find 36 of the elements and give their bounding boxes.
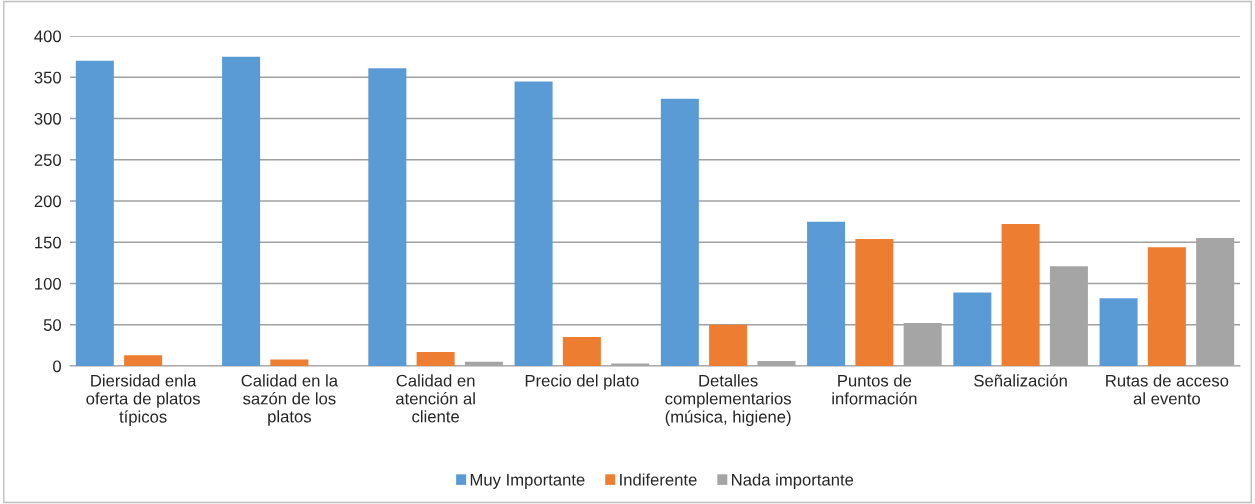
bar — [1001, 224, 1040, 366]
legend-label: Nada importante — [732, 473, 854, 489]
bar — [222, 56, 261, 366]
x-tick-label: Calidad en la sazón de los platos — [241, 374, 339, 426]
bar — [953, 292, 992, 366]
bar — [270, 359, 309, 366]
bar — [416, 351, 455, 366]
bar — [807, 221, 846, 366]
bar — [368, 68, 407, 366]
x-tick-label: Rutas de acceso al evento — [1106, 374, 1229, 405]
bar — [660, 98, 699, 366]
x-tick-label: Calidad en atención al cliente — [396, 374, 475, 423]
x-tick-label: Señalización — [974, 374, 1067, 387]
y-tick-label: 400 — [34, 30, 62, 43]
y-tick-label: 50 — [43, 319, 62, 331]
x-tick-label: Puntos de información — [832, 374, 917, 405]
bar — [124, 355, 163, 366]
y-tick-label: 300 — [34, 112, 62, 125]
y-tick-label: 250 — [34, 154, 62, 166]
x-tick-label: Detalles complementarios (música, higiene) — [665, 374, 791, 427]
bar — [75, 60, 114, 366]
y-tick-label: 350 — [34, 71, 62, 84]
bar — [562, 337, 601, 366]
bar — [1099, 298, 1138, 366]
y-tick-label: 0 — [53, 360, 62, 373]
bar — [514, 81, 553, 366]
bar — [709, 324, 748, 366]
bar — [1147, 247, 1186, 366]
bar — [855, 238, 894, 366]
legend-label: Indiferente — [620, 473, 697, 486]
x-tick-label: Diersidad enla oferta de platos típicos — [86, 374, 200, 427]
y-tick-label: 200 — [34, 195, 62, 208]
y-tick-label: 100 — [35, 277, 62, 290]
y-tick-label: 150 — [35, 236, 62, 249]
legend-label: Muy Importante — [470, 474, 585, 489]
x-tick-label: Precio del plato — [525, 374, 639, 390]
